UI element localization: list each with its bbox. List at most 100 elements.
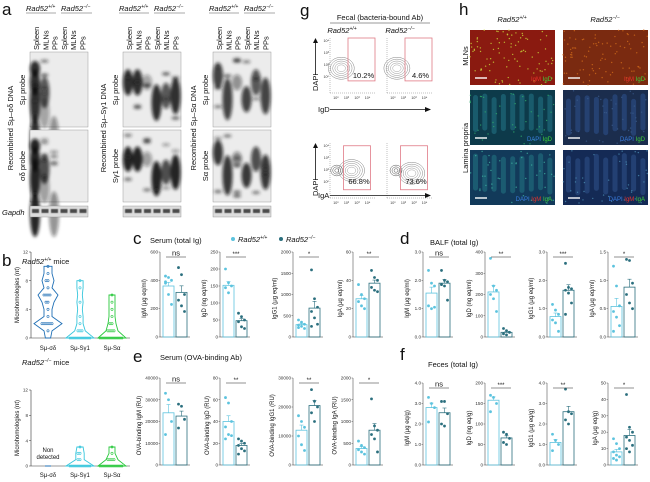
lane-label: MLNs xyxy=(41,30,50,50)
wt-data-point xyxy=(303,449,306,452)
cell-signal xyxy=(541,133,543,136)
cell-signal xyxy=(588,74,591,76)
lane-label: MLNs xyxy=(69,30,78,50)
ko-data-point xyxy=(316,405,319,409)
micrograph-2-2: DAPI IgD xyxy=(563,90,648,145)
cell-signal xyxy=(508,37,511,40)
y-tick-label: 2000 xyxy=(341,376,352,381)
cell-signal xyxy=(545,60,547,62)
cell-signal xyxy=(640,111,643,113)
cell-signal xyxy=(537,51,539,54)
y-tick-label: 0 xyxy=(288,463,291,468)
cell-signal xyxy=(469,56,471,58)
cell-signal xyxy=(604,58,606,60)
villus xyxy=(519,93,525,131)
wt-data-point xyxy=(618,304,621,308)
y-tick-label: 30000 xyxy=(278,376,291,381)
cell-signal xyxy=(503,41,506,43)
cell-signal xyxy=(563,72,566,74)
violin-point xyxy=(98,336,102,340)
ko-data-point xyxy=(564,261,567,265)
ko-data-point xyxy=(373,424,376,428)
cell-signal xyxy=(582,69,585,71)
wt-data-point xyxy=(557,329,560,333)
y-tick-label: 0 xyxy=(25,336,28,341)
significance-label: ns xyxy=(172,375,180,384)
cell-signal xyxy=(631,189,633,192)
villus xyxy=(482,154,488,192)
legend: Rad52+/+ Rad52−/− xyxy=(231,235,315,244)
villus xyxy=(621,93,627,131)
ko-data-point xyxy=(631,307,634,311)
violin-shape xyxy=(96,446,128,467)
cell-signal xyxy=(489,58,492,60)
panel-title: Serum (total Ig) xyxy=(150,236,202,245)
wt-data-point xyxy=(551,303,554,306)
wt-data-point xyxy=(230,284,233,288)
wt-data-point xyxy=(618,324,621,328)
cell-signal xyxy=(581,38,584,41)
ko-data-point xyxy=(376,278,379,282)
cell-signal xyxy=(627,129,630,132)
cell-signal xyxy=(624,140,627,142)
significance-label: * xyxy=(623,252,626,258)
cell-signal xyxy=(522,194,525,197)
wt-data-point xyxy=(224,425,227,429)
violin-point xyxy=(108,322,112,326)
violin-point xyxy=(112,458,116,462)
cell-signal xyxy=(546,202,548,204)
cell-signal xyxy=(562,54,564,56)
cell-signal xyxy=(541,70,543,73)
cell-signal xyxy=(477,129,479,132)
bar-chart: 0 10000 20000 30000 40000 OVA-binding IgM (RU… xyxy=(137,375,190,468)
cell-signal xyxy=(473,48,476,51)
violin-point xyxy=(78,315,82,318)
cell-signal xyxy=(479,95,482,98)
ko-data-point xyxy=(370,397,373,401)
ko-data-point xyxy=(567,291,570,295)
y-tick-label: 1.0 xyxy=(539,442,546,447)
flow-x-axis-label: IgD xyxy=(318,105,330,114)
violin-shape xyxy=(33,265,63,339)
cell-signal xyxy=(598,67,601,70)
ko-data-point xyxy=(502,332,505,336)
y-axis-label: OVA-binding IgM (RU) xyxy=(137,396,143,456)
ko-data-point xyxy=(628,259,631,262)
lane-label: PPs xyxy=(51,36,60,50)
cell-signal xyxy=(488,154,490,157)
wt-data-point xyxy=(303,322,306,326)
flow-x-tick: 10² xyxy=(344,201,350,205)
villus xyxy=(566,155,571,193)
wt-data-point xyxy=(489,410,492,414)
gapdh-band xyxy=(153,209,161,213)
y-tick-label: 1.0 xyxy=(415,306,422,311)
cell-signal xyxy=(515,163,517,165)
ko-data-point xyxy=(376,450,379,454)
cell-signal xyxy=(610,61,613,64)
y-tick-label: 60 xyxy=(213,397,219,402)
cell-signal xyxy=(511,124,514,126)
cell-signal xyxy=(602,141,604,143)
micrograph-3-1: DAPI IgM IgA xyxy=(469,150,555,205)
ko-data-point xyxy=(631,443,634,447)
cell-signal xyxy=(636,52,638,54)
ko-data-point xyxy=(243,318,246,322)
cell-signal xyxy=(533,72,535,74)
violin-point xyxy=(110,293,114,297)
villus xyxy=(575,95,581,133)
lane-label: MLNs xyxy=(224,30,233,50)
not-detected-label-1: Non xyxy=(42,448,53,454)
cell-signal xyxy=(618,153,620,155)
y-tick-label: 0.5 xyxy=(600,306,607,311)
cell-signal xyxy=(496,38,498,40)
y-tick-label: 400 xyxy=(150,278,158,283)
wt-data-point xyxy=(618,455,621,459)
y-tick-label: 0 xyxy=(155,335,158,340)
y-axis-label: IgD (ng eq/g) xyxy=(467,410,473,445)
wt-data-point xyxy=(297,318,300,322)
y-tick-label: 1.0 xyxy=(539,306,546,311)
y-tick-label: 3.0 xyxy=(539,250,546,255)
cell-signal xyxy=(611,108,613,110)
cell-signal xyxy=(479,188,481,190)
y-tick-label: 80 xyxy=(213,376,219,381)
